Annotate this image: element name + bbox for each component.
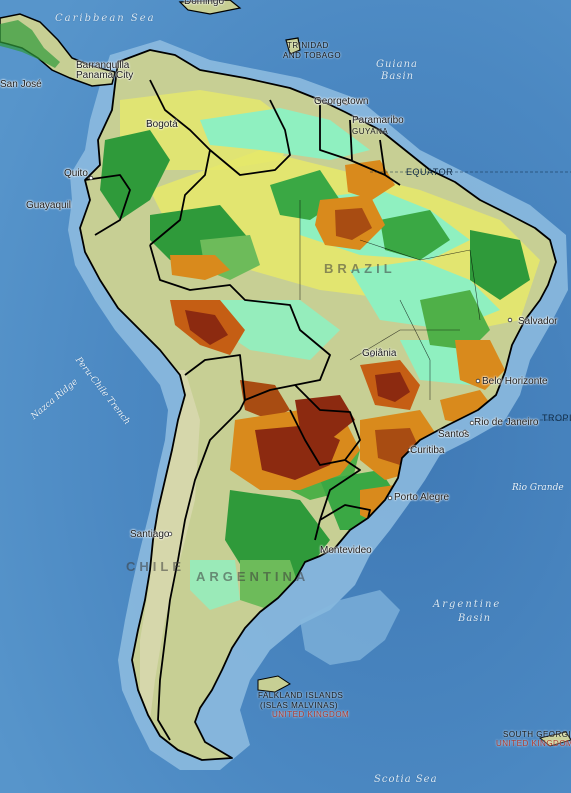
city-barranquilla: Barranquilla xyxy=(76,60,130,71)
city-san-jose: San José xyxy=(0,79,42,90)
city-quito: Quito xyxy=(64,168,88,179)
city-salvador: Salvador xyxy=(518,316,558,327)
guiana-basin-label-1: Guiana xyxy=(376,59,418,70)
city-santiago: Santiago xyxy=(130,529,170,540)
country-label-argentina: ARGENTINA xyxy=(196,569,310,584)
city-goiania: Goiânia xyxy=(362,348,397,359)
scotia-sea-label: Scotia Sea xyxy=(374,774,438,785)
guiana-basin-label-2: Basin xyxy=(381,71,415,82)
city-georgetown: Georgetown xyxy=(314,96,369,107)
trinidad-label-1: TRINIDAD xyxy=(287,41,329,50)
city-bogota: Bogotá xyxy=(146,119,178,130)
city-curitiba: Curitiba xyxy=(410,445,445,456)
equator-label: EQUATOR xyxy=(406,167,454,177)
city-guayaquil: Guayaquil xyxy=(26,200,72,211)
hispaniola xyxy=(178,0,242,15)
city-rio-de-janeiro: Rio de Janeiro xyxy=(474,417,539,428)
country-label-brazil: BRAZIL xyxy=(324,261,396,276)
city-panama-city: Panama City xyxy=(76,70,134,81)
country-borders xyxy=(79,49,557,761)
city-markers xyxy=(88,100,513,553)
city-domingo: Domingo xyxy=(184,0,225,7)
south-georgia-label-1: SOUTH GEORGIA xyxy=(503,730,571,739)
city-belo-horizonte: Belo Horizonte xyxy=(482,376,548,387)
city-montevideo: Montevideo xyxy=(320,545,372,556)
falkland-islands xyxy=(257,675,291,693)
tropic-label: TROPIC OF CAPRICORN xyxy=(542,413,571,423)
trinidad-island xyxy=(285,37,301,55)
falklands-label-3: UNITED KINGDOM xyxy=(272,710,350,719)
south-georgia-label-2: UNITED KINGDOM xyxy=(496,739,571,748)
trinidad-label-2: AND TOBAGO xyxy=(283,51,342,60)
argentine-basin-label-1: Argentine xyxy=(433,599,502,610)
city-paramaribo: Paramaribo xyxy=(352,115,404,126)
country-label-chile: CHILE xyxy=(126,559,185,574)
guyana-label: GUYANA xyxy=(352,127,389,136)
falklands-label-1: FALKLAND ISLANDS xyxy=(258,691,344,700)
state-borders xyxy=(299,200,481,400)
city-porto-alegre: Porto Alegre xyxy=(394,492,450,503)
patagonian-shelf xyxy=(300,590,400,665)
south-georgia xyxy=(538,731,571,747)
city-santos: Santos xyxy=(438,429,470,440)
falklands-label-2: (ISLAS MALVINAS) xyxy=(260,701,339,710)
rio-grande-label: Rio Grande xyxy=(512,483,564,493)
argentine-basin-label-2: Basin xyxy=(458,613,492,624)
caribbean-sea-label: Caribbean Sea xyxy=(55,13,156,24)
